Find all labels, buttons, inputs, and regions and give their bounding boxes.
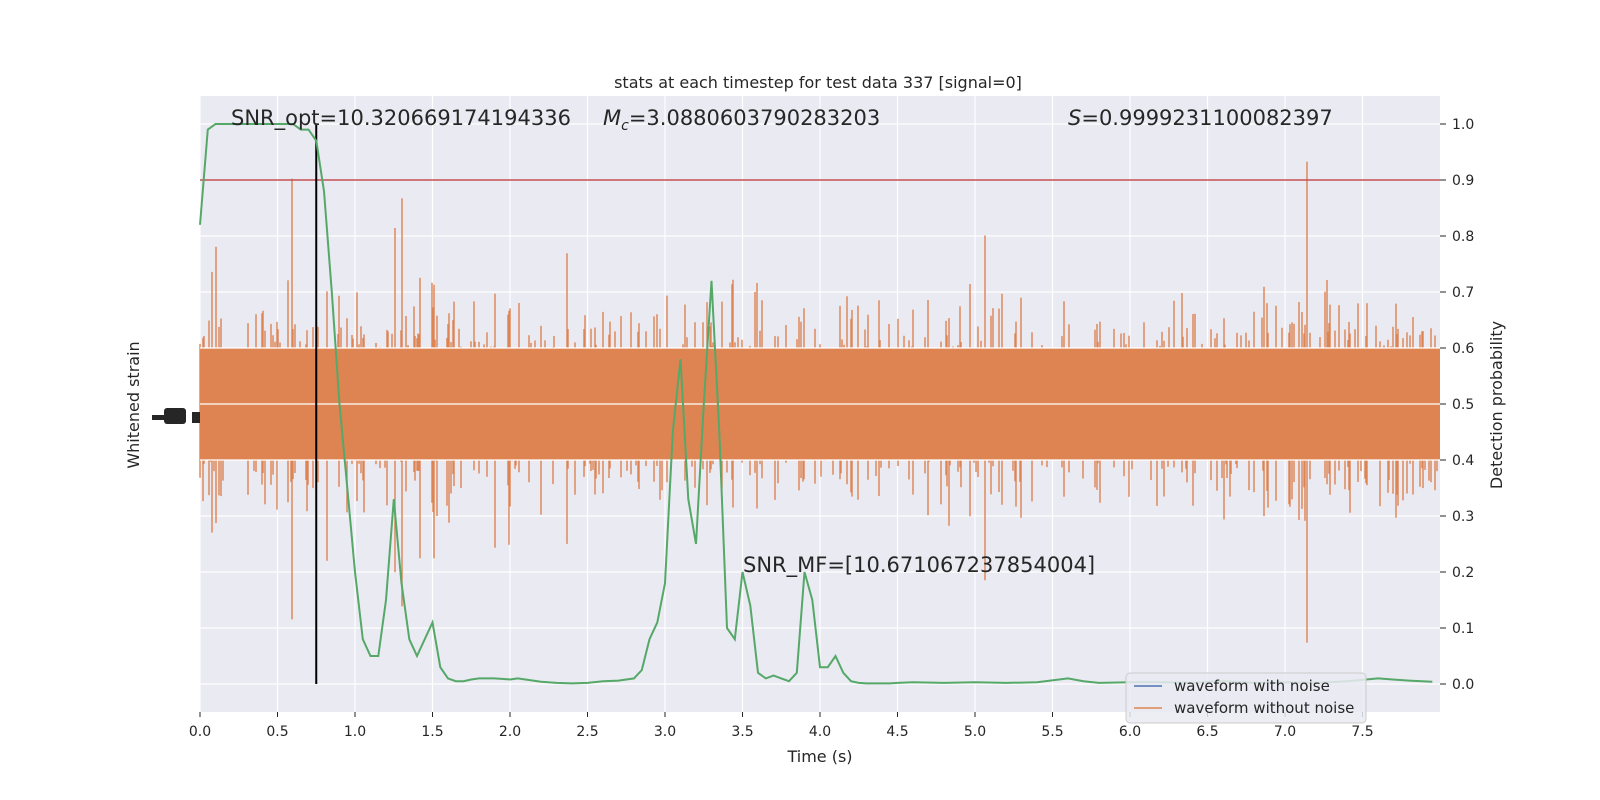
x-tick-label: 2.5 bbox=[576, 724, 598, 740]
probability-series bbox=[199, 123, 1433, 685]
snr-mf-annotation: SNR_MF=[10.671067237854004] bbox=[743, 553, 1095, 578]
snr-opt-annotation: SNR_opt=10.320669174194336 bbox=[231, 106, 571, 131]
y-tick-label: 0.1 bbox=[1452, 621, 1474, 637]
chirp-mass-annotation: Mc=3.0880603790283203 bbox=[603, 106, 880, 134]
x-tick-label: 4.5 bbox=[886, 724, 908, 740]
y-tick-label: 0.4 bbox=[1452, 453, 1474, 469]
y-tick-label: 0.3 bbox=[1452, 509, 1474, 525]
left-tick-glyph bbox=[192, 412, 200, 423]
legend: waveform with noise waveform without noi… bbox=[1125, 672, 1367, 724]
chart-title: stats at each timestep for test data 337… bbox=[614, 73, 1022, 92]
y-tick-label: 0.8 bbox=[1452, 229, 1474, 245]
y-tick-label: 0.6 bbox=[1452, 341, 1474, 357]
s-symbol: S bbox=[1068, 106, 1081, 130]
left-tick-glyph bbox=[164, 408, 186, 424]
s-annotation: S=0.9999231100082397 bbox=[1068, 106, 1333, 130]
x-tick-label: 1.5 bbox=[421, 724, 443, 740]
y-axis-left-label: Whitened strain bbox=[124, 341, 143, 468]
y-tick-label: 0.0 bbox=[1452, 677, 1474, 693]
x-tick-label: 6.0 bbox=[1119, 724, 1141, 740]
x-tick-label: 7.0 bbox=[1274, 724, 1296, 740]
x-tick-label: 3.0 bbox=[654, 724, 676, 740]
left-tick-glyph bbox=[152, 415, 172, 420]
x-tick-label: 0.5 bbox=[266, 724, 288, 740]
x-tick-label: 7.5 bbox=[1351, 724, 1373, 740]
y-tick-label: 0.7 bbox=[1452, 285, 1474, 301]
x-tick-label: 1.0 bbox=[344, 724, 366, 740]
y-tick-label: 0.5 bbox=[1452, 397, 1474, 413]
x-tick-label: 6.5 bbox=[1196, 724, 1218, 740]
x-tick-label: 4.0 bbox=[809, 724, 831, 740]
strain-series bbox=[199, 161, 1440, 643]
x-tick-label: 0.0 bbox=[189, 724, 211, 740]
legend-box bbox=[1125, 672, 1367, 724]
y-axis-right-label: Detection probability bbox=[1487, 321, 1506, 489]
x-tick-label: 3.5 bbox=[731, 724, 753, 740]
x-ticks: 0.0 0.5 1.0 1.5 2.0 2.5 3.0 3.5 4.0 4.5 5.0 5.5 6.0 6… bbox=[189, 712, 1374, 740]
chirp-mass-value: =3.0880603790283203 bbox=[629, 106, 880, 130]
x-axis-label: Time (s) bbox=[786, 747, 852, 766]
s-value: =0.9999231100082397 bbox=[1081, 106, 1332, 130]
y-ticks-right: 0.0 0.1 0.2 0.3 0.4 0.5 0.6 0.7 0.8 0.9 1.0 bbox=[1440, 117, 1474, 693]
x-tick-label: 2.0 bbox=[499, 724, 521, 740]
x-tick-label: 5.5 bbox=[1041, 724, 1063, 740]
legend-label-with-noise: waveform with noise bbox=[1174, 677, 1330, 695]
legend-label-without-noise: waveform without noise bbox=[1174, 699, 1354, 717]
x-tick-label: 5.0 bbox=[964, 724, 986, 740]
y-tick-label: 0.2 bbox=[1452, 565, 1474, 581]
chirp-mass-subscript: c bbox=[621, 118, 629, 134]
y-tick-label: 0.9 bbox=[1452, 173, 1474, 189]
left-tick-glyphs bbox=[152, 408, 200, 424]
y-tick-label: 1.0 bbox=[1452, 117, 1474, 133]
chirp-mass-symbol: M bbox=[603, 106, 621, 130]
